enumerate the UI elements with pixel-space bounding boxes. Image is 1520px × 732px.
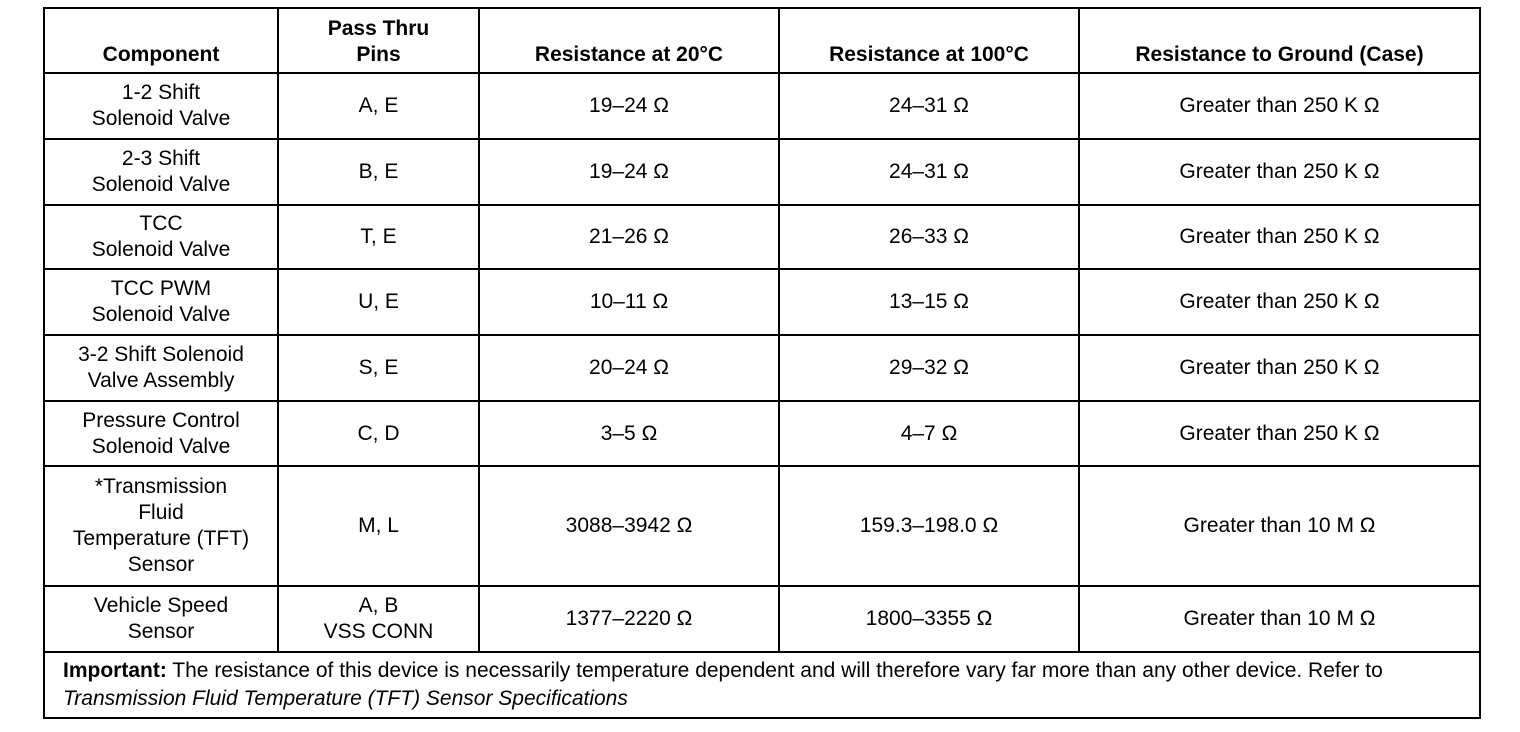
- column-header: Pass Thru Pins: [277, 7, 480, 74]
- value-cell: 19–24 Ω: [478, 138, 780, 206]
- value-cell: U, E: [277, 268, 480, 336]
- column-header: Resistance at 20°C: [478, 7, 780, 74]
- value-cell: Greater than 250 K Ω: [1078, 72, 1481, 140]
- value-cell: 3–5 Ω: [478, 400, 780, 467]
- value-cell: 24–31 Ω: [778, 138, 1080, 206]
- table-row: Pressure Control Solenoid Valve C, D 3–5 Ω…: [43, 400, 1481, 467]
- table-row: 1-2 Shift Solenoid Valve A, E 19–24 Ω 24–31…: [43, 72, 1481, 140]
- note-cell: Important: The resistance of this device…: [43, 651, 1481, 719]
- component-cell: TCC PWM Solenoid Valve: [43, 268, 279, 336]
- value-cell: T, E: [277, 204, 480, 270]
- value-cell: 24–31 Ω: [778, 72, 1080, 140]
- component-cell: Vehicle Speed Sensor: [43, 585, 279, 653]
- component-cell: *Transmission Fluid Temperature (TFT) Se…: [43, 465, 279, 587]
- value-cell: 21–26 Ω: [478, 204, 780, 270]
- column-header: Resistance to Ground (Case): [1078, 7, 1481, 74]
- note-row: Important: The resistance of this device…: [43, 651, 1481, 719]
- value-cell: 26–33 Ω: [778, 204, 1080, 270]
- note-label: Important:: [63, 659, 167, 682]
- value-cell: Greater than 10 M Ω: [1078, 465, 1481, 587]
- component-cell: 3-2 Shift Solenoid Valve Assembly: [43, 334, 279, 402]
- spec-table: Component Pass Thru Pins Resistance at 20°…: [43, 7, 1481, 719]
- table-row: Vehicle Speed Sensor A, B VSS CONN 1377–22…: [43, 585, 1481, 653]
- value-cell: 10–11 Ω: [478, 268, 780, 336]
- value-cell: M, L: [277, 465, 480, 587]
- table-row: 2-3 Shift Solenoid Valve B, E 19–24 Ω 24–31…: [43, 138, 1481, 206]
- value-cell: 19–24 Ω: [478, 72, 780, 140]
- table-body: 1-2 Shift Solenoid Valve A, E 19–24 Ω 24–31…: [43, 72, 1481, 719]
- value-cell: Greater than 250 K Ω: [1078, 400, 1481, 467]
- value-cell: 159.3–198.0 Ω: [778, 465, 1080, 587]
- component-cell: TCC Solenoid Valve: [43, 204, 279, 270]
- value-cell: Greater than 250 K Ω: [1078, 204, 1481, 270]
- table-row: TCC Solenoid Valve T, E 21–26 Ω 26–33 Ω Grea…: [43, 204, 1481, 270]
- component-cell: 2-3 Shift Solenoid Valve: [43, 138, 279, 206]
- component-cell: Pressure Control Solenoid Valve: [43, 400, 279, 467]
- value-cell: 29–32 Ω: [778, 334, 1080, 402]
- value-cell: 4–7 Ω: [778, 400, 1080, 467]
- table-row: 3-2 Shift Solenoid Valve Assembly S, E 20–…: [43, 334, 1481, 402]
- value-cell: A, B VSS CONN: [277, 585, 480, 653]
- value-cell: A, E: [277, 72, 480, 140]
- table-row: *Transmission Fluid Temperature (TFT) Se…: [43, 465, 1481, 587]
- value-cell: B, E: [277, 138, 480, 206]
- value-cell: 1377–2220 Ω: [478, 585, 780, 653]
- header-row: Component Pass Thru Pins Resistance at 20°…: [43, 7, 1481, 74]
- value-cell: Greater than 10 M Ω: [1078, 585, 1481, 653]
- column-header: Resistance at 100°C: [778, 7, 1080, 74]
- note-text: The resistance of this device is necessa…: [172, 659, 1383, 682]
- column-header: Component: [43, 7, 279, 74]
- component-cell: 1-2 Shift Solenoid Valve: [43, 72, 279, 140]
- value-cell: Greater than 250 K Ω: [1078, 334, 1481, 402]
- value-cell: Greater than 250 K Ω: [1078, 268, 1481, 336]
- value-cell: 1800–3355 Ω: [778, 585, 1080, 653]
- table-row: TCC PWM Solenoid Valve U, E 10–11 Ω 13–15 Ω…: [43, 268, 1481, 336]
- spec-table-container: Component Pass Thru Pins Resistance at 20°…: [43, 7, 1481, 719]
- value-cell: C, D: [277, 400, 480, 467]
- note-reference: Transmission Fluid Temperature (TFT) Sen…: [63, 687, 628, 710]
- value-cell: 3088–3942 Ω: [478, 465, 780, 587]
- value-cell: Greater than 250 K Ω: [1078, 138, 1481, 206]
- value-cell: S, E: [277, 334, 480, 402]
- value-cell: 13–15 Ω: [778, 268, 1080, 336]
- value-cell: 20–24 Ω: [478, 334, 780, 402]
